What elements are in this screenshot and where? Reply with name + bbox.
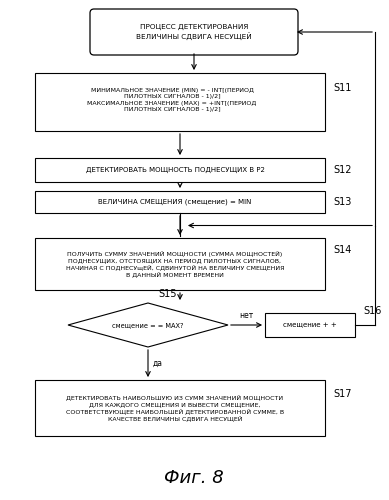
Text: ПОЛУЧИТЬ СУММУ ЗНАЧЕНИЙ МОЩНОСТИ (СУММА МОЩНОСТЕЙ)
ПОДНЕСУЩИХ, ОТСТОЯЩИХ НА ПЕРИ: ПОЛУЧИТЬ СУММУ ЗНАЧЕНИЙ МОЩНОСТИ (СУММА … xyxy=(66,250,284,278)
Text: S15: S15 xyxy=(158,289,177,299)
Text: смещение + +: смещение + + xyxy=(283,322,337,328)
Text: ПРОЦЕСС ДЕТЕКТИРОВАНИЯ
ВЕЛИЧИНЫ СДВИГА НЕСУЩЕЙ: ПРОЦЕСС ДЕТЕКТИРОВАНИЯ ВЕЛИЧИНЫ СДВИГА Н… xyxy=(136,24,252,40)
Text: S14: S14 xyxy=(333,245,351,255)
Text: нет: нет xyxy=(239,311,254,320)
Text: S16: S16 xyxy=(363,306,381,316)
Bar xyxy=(35,380,325,436)
Bar xyxy=(35,191,325,213)
Text: да: да xyxy=(153,359,163,368)
Text: смещение = = MAX?: смещение = = MAX? xyxy=(112,322,184,328)
Text: МИНИМАЛЬНОЕ ЗНАЧЕНИЕ (MIN) = - INT[(ПЕРИОД
ПИЛОТНЫХ СИГНАЛОВ - 1)/2]
МАКСИМАЛЬНО: МИНИМАЛЬНОЕ ЗНАЧЕНИЕ (MIN) = - INT[(ПЕРИ… xyxy=(88,88,257,112)
Bar xyxy=(265,313,355,337)
Text: ДЕТЕКТИРОВАТЬ НАИБОЛЬШУЮ ИЗ СУММ ЗНАЧЕНИЙ МОЩНОСТИ
ДЛЯ КАЖДОГО СМЕЩЕНИЯ И ВЫВЕСТ: ДЕТЕКТИРОВАТЬ НАИБОЛЬШУЮ ИЗ СУММ ЗНАЧЕНИ… xyxy=(66,394,284,421)
Polygon shape xyxy=(68,303,228,347)
Text: S11: S11 xyxy=(333,83,351,93)
Text: ДЕТЕКТИРОВАТЬ МОЩНОСТЬ ПОДНЕСУЩИХ В P2: ДЕТЕКТИРОВАТЬ МОЩНОСТЬ ПОДНЕСУЩИХ В P2 xyxy=(86,167,265,173)
Text: S17: S17 xyxy=(333,389,352,399)
Text: Фиг. 8: Фиг. 8 xyxy=(164,469,224,487)
Text: S13: S13 xyxy=(333,197,351,207)
Text: ВЕЛИЧИНА СМЕЩЕНИЯ (смещение) = MIN: ВЕЛИЧИНА СМЕЩЕНИЯ (смещение) = MIN xyxy=(98,198,252,205)
Bar xyxy=(35,158,325,182)
Bar xyxy=(35,73,325,131)
FancyBboxPatch shape xyxy=(90,9,298,55)
Bar xyxy=(35,238,325,290)
Text: S12: S12 xyxy=(333,165,352,175)
